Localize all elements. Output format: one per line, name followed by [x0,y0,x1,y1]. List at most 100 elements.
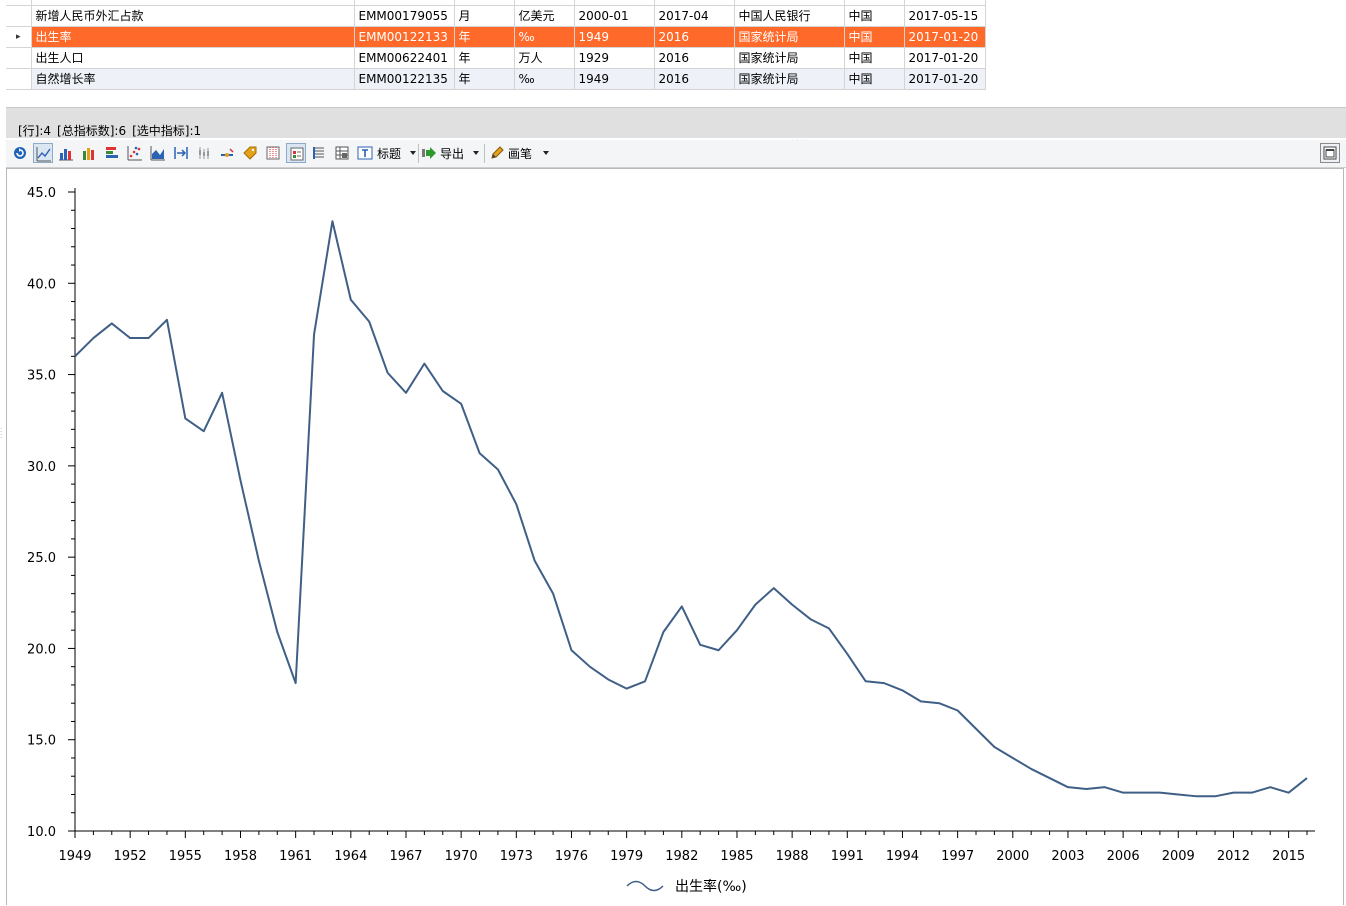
chart-panel: 45.0 40.0 35.0 30.0 25.0 20.0 15.0 10.0 1949 1952… [6,168,1344,905]
y-tick-label: 35.0 [27,369,56,384]
table-row[interactable]: 新增人民币外汇占款 EMM00179055 月亿美元 2000-01 2017-04 中国… [6,5,986,27]
x-tick-label: 1961 [279,849,312,864]
cell-end-date [654,0,735,6]
row-indicator[interactable] [6,0,32,6]
y-tick-label: 15.0 [27,734,56,749]
legend-swatch [626,880,664,892]
row-indicator[interactable]: ▸ [6,26,32,48]
cell-indicator-code: EMM00622401 [354,47,455,69]
cell-unit [514,0,575,6]
cell-update-date [904,0,986,6]
tag-icon[interactable] [240,143,260,163]
cell-start-date: 2000-01 [574,5,655,27]
scatter-chart-icon[interactable] [125,143,145,163]
title-button[interactable]: 标题 [377,147,402,161]
cell-update-date: 2017-01-20 [904,26,986,48]
y-tick-label: 10.0 [27,825,56,840]
cell-update-date: 2017-01-20 [904,47,986,69]
refresh-icon[interactable] [10,143,30,163]
x-tick-label: 2012 [1217,849,1250,864]
chart-toolbar: 标题 导出 画笔 [6,140,1346,168]
x-tick-label: 1982 [665,849,698,864]
cell-source: 国家统计局 [734,68,845,90]
y-tick-label: 30.0 [27,460,56,475]
x-tick-label: 1973 [500,849,533,864]
x-tick-label: 2000 [996,849,1029,864]
cell-frequency: 年 [454,47,515,69]
x-tick-label: 1952 [114,849,147,864]
export-icon[interactable] [419,143,439,163]
cell-region: 中国 [844,47,905,69]
area-chart-icon[interactable] [148,143,168,163]
x-tick-label: 2006 [1107,849,1140,864]
link-icon[interactable] [217,143,237,163]
data-list-icon[interactable] [309,143,329,163]
side-splitter-handle[interactable]: · · · · [0,425,3,442]
pen-icon[interactable] [487,143,507,163]
bar-chart-icon[interactable] [56,143,76,163]
cell-source [734,0,845,6]
row-indicator[interactable] [6,47,32,69]
cell-source: 国家统计局 [734,26,845,48]
x-tick-label: 1949 [58,849,91,864]
horizontal-bar-icon[interactable] [102,143,122,163]
cell-start-date [574,0,655,6]
cell-indicator-name: 新增人民币外汇占款 [31,5,355,27]
table-row[interactable]: 出生人口 EMM00622401 年万人 1929 2016 国家统计局 中国 2017-01… [6,47,986,69]
cell-region: 中国 [844,68,905,90]
cell-unit: ‰ [514,26,575,48]
table-row[interactable] [6,0,986,6]
x-tick-label: 1976 [555,849,588,864]
grid-settings-icon[interactable] [263,143,283,163]
x-tick-label: 1958 [224,849,257,864]
cell-frequency: 年 [454,68,515,90]
cell-end-date: 2017-04 [654,5,735,27]
y-tick-label: 45.0 [27,186,56,201]
cell-start-date: 1929 [574,47,655,69]
row-indicator[interactable] [6,5,32,27]
x-tick-label: 1955 [169,849,202,864]
data-table-icon[interactable] [332,143,352,163]
x-tick-label: 1964 [334,849,367,864]
cell-indicator-name [31,0,355,6]
cell-update-date: 2017-01-20 [904,68,986,90]
table-row[interactable]: ▸ 出生率 EMM00122133 年 ‰ 1949 2016 国家统计局 中国 2017-01-… [6,26,986,48]
y-tick-label: 25.0 [27,551,56,566]
export-dropdown-caret[interactable] [473,151,479,155]
cell-region [844,0,905,6]
export-button[interactable]: 导出 [440,147,465,161]
cell-start-date: 1949 [574,68,655,90]
chart-title-icon[interactable] [355,143,375,163]
legend-label: 出生率(‰) [675,878,747,895]
pen-dropdown-caret[interactable] [543,151,549,155]
x-tick-label: 1985 [720,849,753,864]
candlestick-icon[interactable] [194,143,214,163]
title-dropdown-caret[interactable] [410,151,416,155]
maximize-chart-icon[interactable] [1320,143,1340,163]
status-bar: [行]:4[总指标数]:6[选中指标]:1 •••• [6,107,1346,145]
cell-source: 中国人民银行 [734,5,845,27]
cell-end-date: 2016 [654,68,735,90]
cell-end-date: 2016 [654,26,735,48]
legend-toggle-icon[interactable] [286,143,306,163]
total-indicator-count: [总指标数]:6 [57,124,127,138]
cell-region: 中国 [844,26,905,48]
stacked-bar-icon[interactable] [79,143,99,163]
x-tick-label: 2009 [1162,849,1195,864]
line-chart-icon[interactable] [33,143,53,163]
y-tick-label: 40.0 [27,277,56,292]
cell-indicator-code: EMM00122133 [354,26,455,48]
x-tick-label: 1988 [776,849,809,864]
x-tick-label: 1967 [389,849,422,864]
cell-source: 国家统计局 [734,47,845,69]
x-tick-label: 2003 [1051,849,1084,864]
series-line [74,220,1308,798]
row-indicator[interactable] [6,68,32,90]
cell-region: 中国 [844,5,905,27]
x-tick-label: 1970 [445,849,478,864]
pen-button[interactable]: 画笔 [508,147,533,161]
cell-indicator-name: 自然增长率 [31,68,355,90]
indicator-table: 新增人民币外汇占款 EMM00179055 月亿美元 2000-01 2017-04 中国… [6,0,986,90]
fit-range-icon[interactable] [171,143,191,163]
table-row[interactable]: 自然增长率 EMM00122135 年 ‰ 1949 2016 国家统计局 中国 2017-01… [6,68,986,90]
